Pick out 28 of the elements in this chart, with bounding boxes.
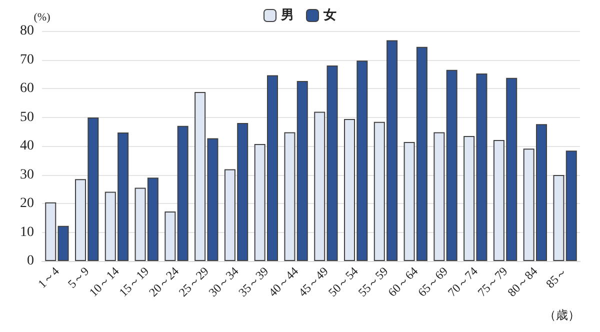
x-tick-label: 85～ (543, 264, 570, 291)
legend-label: 男 (280, 8, 294, 23)
y-tick-label: 10 (20, 224, 34, 240)
y-tick-label: 50 (20, 110, 34, 125)
bar (553, 175, 564, 261)
legend-label: 女 (322, 8, 336, 23)
bar (164, 212, 176, 261)
bar (434, 132, 445, 261)
y-tick-label: 60 (20, 81, 34, 96)
y-axis-title: (%) (34, 12, 51, 24)
bar (58, 226, 69, 261)
bar (45, 202, 56, 261)
y-tick-label: 30 (20, 167, 34, 182)
y-tick-label: 80 (20, 24, 34, 38)
bar (284, 132, 296, 261)
bar (326, 66, 338, 261)
y-tick-label: 70 (20, 52, 34, 68)
bar (296, 81, 308, 261)
y-tick-label: 0 (27, 254, 34, 268)
y-tick-label: 20 (20, 196, 34, 211)
x-tick-label: 5～9 (64, 264, 92, 291)
bar (177, 126, 188, 261)
x-axis-title: （歳） (544, 308, 580, 322)
bar (314, 112, 326, 261)
y-tick-label: 40 (20, 138, 34, 154)
x-tick-label: 1～4 (35, 264, 62, 291)
bar (566, 150, 577, 261)
bar (446, 70, 458, 261)
